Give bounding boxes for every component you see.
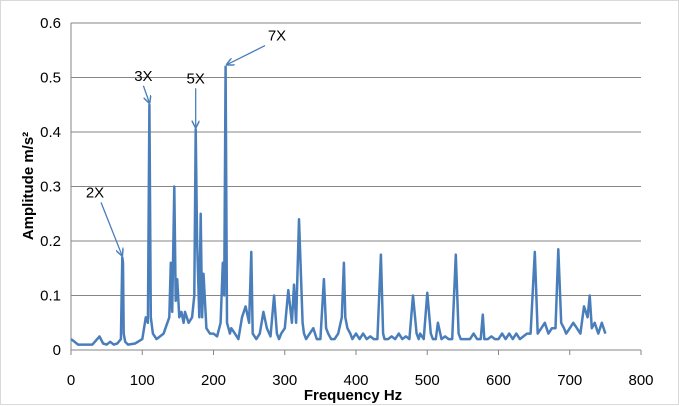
x-tick-label: 600 [486, 372, 511, 389]
axes: 0 0.1 0.2 0.3 0.4 0.5 0.6 0 100 200 300 400 500 600 70… [40, 15, 653, 389]
annotation-arrow [227, 45, 266, 65]
y-tick-label: 0.2 [40, 233, 61, 250]
x-tick-label: 800 [628, 372, 653, 389]
y-tick-label: 0 [53, 342, 61, 359]
x-tick-label: 300 [272, 372, 297, 389]
annotations: 2X 3X 5X 7X [86, 28, 286, 256]
x-axis-title: Frequency Hz [304, 387, 402, 404]
y-tick-label: 0.1 [40, 288, 61, 305]
y-axis-title: Amplitude m/s² [20, 132, 37, 240]
annotation-arrow [142, 85, 149, 103]
x-tick-label: 200 [201, 372, 226, 389]
y-tick-label: 0.4 [40, 124, 61, 141]
x-tick-label: 400 [343, 372, 368, 389]
y-tick-label: 0.3 [40, 179, 61, 196]
x-tick-label: 0 [67, 372, 75, 389]
gridlines [71, 22, 641, 351]
spectrum-series-line [70, 65, 607, 346]
x-tick-label: 500 [415, 372, 440, 389]
y-tick-label: 0.6 [40, 15, 61, 32]
x-tick-label: 100 [130, 372, 155, 389]
peak-annotation-label: 2X [86, 184, 104, 201]
peak-annotation-label: 3X [134, 68, 152, 85]
peak-annotation-label: 7X [268, 28, 286, 45]
peak-annotation-label: 5X [187, 70, 205, 87]
x-tick-label: 700 [557, 372, 582, 389]
y-tick-label: 0.5 [40, 70, 61, 87]
series-layer [70, 65, 607, 346]
annotation-arrow [100, 202, 122, 255]
